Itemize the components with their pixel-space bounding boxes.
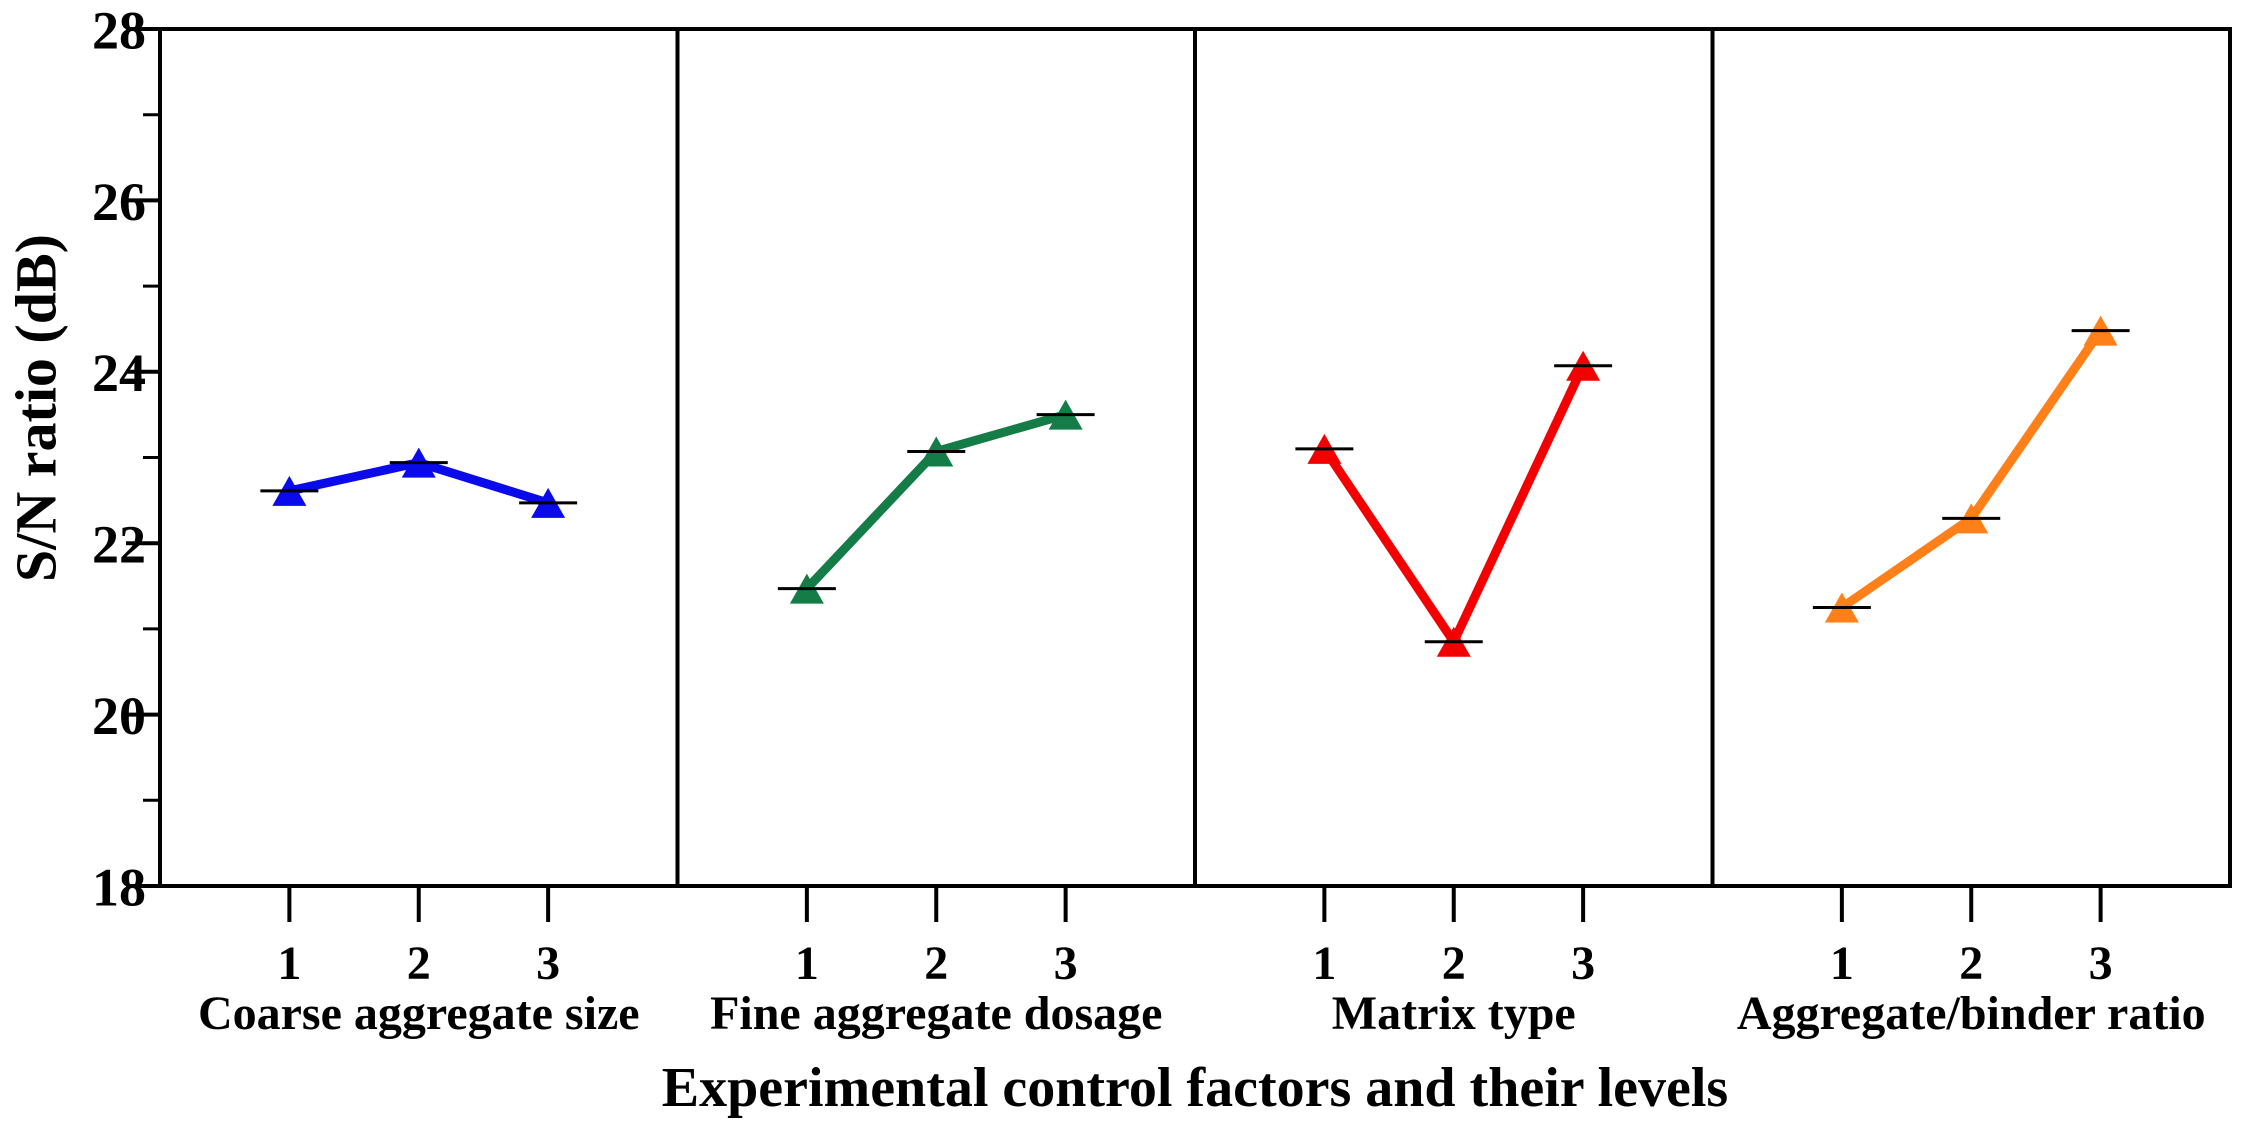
level-label: 1 (1830, 937, 1854, 990)
y-tick-label: 20 (92, 686, 146, 746)
level-label: 1 (277, 937, 301, 990)
x-axis-title: Experimental control factors and their l… (661, 1057, 1729, 1119)
factor-label-coarse-aggregate-size: Coarse aggregate size (198, 987, 640, 1040)
y-tick-label: 22 (92, 515, 146, 575)
level-label: 2 (1959, 937, 1983, 990)
y-tick-label: 18 (92, 857, 146, 917)
y-tick-label: 24 (92, 343, 146, 403)
factor-label-fine-aggregate-dosage: Fine aggregate dosage (710, 987, 1162, 1040)
series-line-matrix-type (1320, 363, 1588, 651)
level-label: 3 (1571, 937, 1595, 990)
level-label: 2 (1442, 937, 1466, 990)
factor-label-aggregate-binder-ratio: Aggregate/binder ratio (1737, 987, 2206, 1040)
level-label: 2 (924, 937, 948, 990)
level-label: 3 (536, 937, 560, 990)
level-label: 1 (1312, 937, 1336, 990)
factor-label-matrix-type: Matrix type (1332, 987, 1576, 1040)
plot-border (158, 27, 2232, 888)
series-line-aggregate-binder-ratio (1839, 328, 2105, 612)
level-label: 3 (1054, 937, 1078, 990)
y-tick-label: 28 (92, 0, 146, 60)
y-axis-title: S/N ratio (dB) (3, 234, 69, 582)
level-label: 1 (795, 937, 819, 990)
level-label: 2 (407, 937, 431, 990)
y-tick-label: 26 (92, 172, 146, 232)
level-label: 3 (2089, 937, 2113, 990)
